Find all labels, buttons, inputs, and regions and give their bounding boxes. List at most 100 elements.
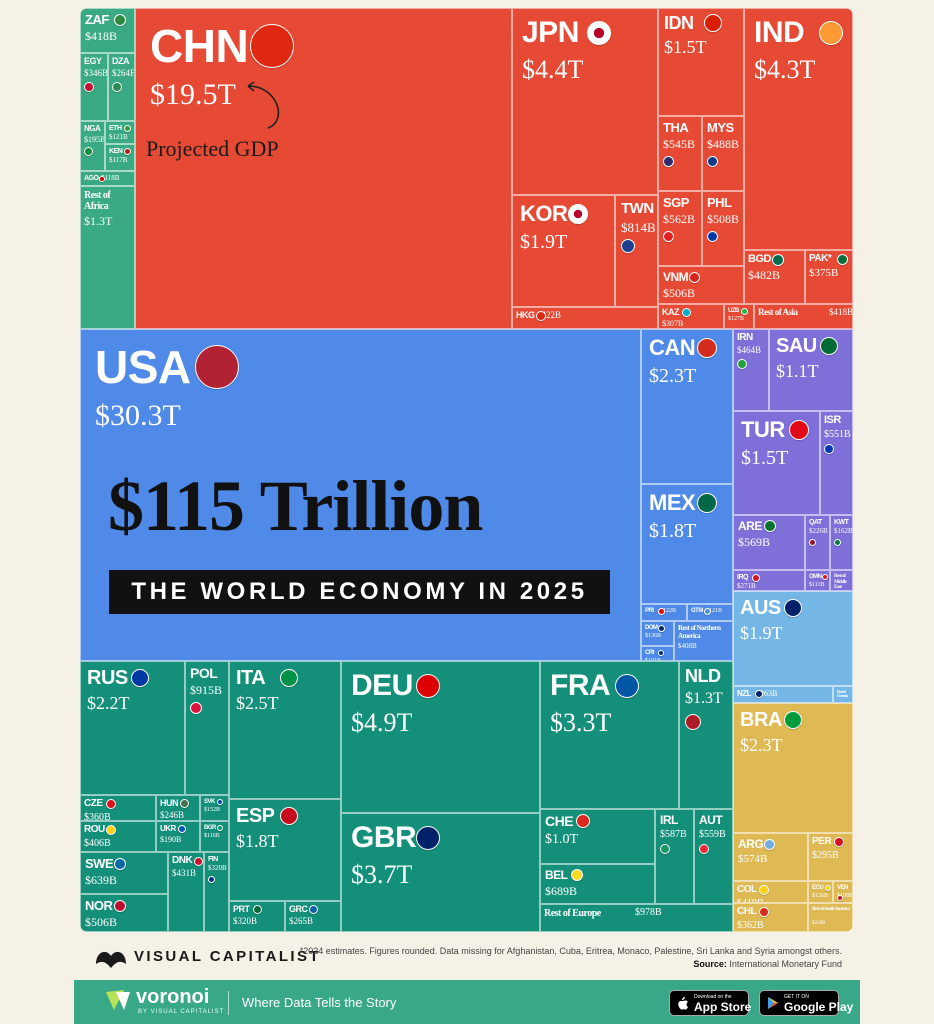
flag-che-icon	[576, 814, 590, 828]
country-value-label: $126B	[812, 893, 829, 899]
country-code-label: QAT	[809, 519, 822, 526]
treemap-cell-hun: HUN $246B	[156, 795, 200, 821]
treemap-cell-rest-of-northern-america: Rest of Northern America $408B	[674, 621, 733, 661]
google-play-button[interactable]: GET IT ON Google Play	[759, 990, 853, 1016]
banner-tagline: Where Data Tells the Story	[242, 995, 397, 1010]
country-code-label: AGO	[84, 175, 99, 182]
country-code-label: UKR	[160, 824, 176, 833]
country-value-label: $2.2T	[87, 693, 130, 713]
country-value-label: $162B	[834, 527, 853, 535]
flag-gtm-icon	[704, 608, 711, 615]
treemap-cell-cze: CZE $360B	[80, 795, 156, 821]
country-code-label: DOM	[645, 625, 658, 631]
country-value-label: $562B	[663, 212, 696, 226]
flag-ecu-icon	[825, 885, 831, 891]
country-value-label: $559B	[699, 829, 726, 840]
country-code-label: TWN	[621, 200, 654, 217]
treemap-cell-kaz: KAZ $307B	[658, 304, 724, 329]
chart-title: $115 Trillion	[108, 466, 483, 546]
flag-ago-icon	[99, 176, 105, 182]
treemap-cell-pol: POL $915B	[185, 661, 229, 795]
country-code-label: UZB	[728, 308, 739, 314]
treemap-cell-aus: AUS $1.9T	[733, 591, 853, 686]
treemap-cell-bra: BRA $2.3T	[733, 703, 853, 833]
voronoi-logo-icon	[106, 990, 130, 1010]
country-value-label: $360B	[84, 812, 111, 821]
treemap-cell-nzl: NZL $263B	[733, 686, 833, 703]
flag-dom-icon	[658, 625, 665, 632]
flag-twn-icon	[621, 239, 635, 253]
country-value-label: $1.8T	[649, 520, 697, 542]
country-value-label: $2.5T	[236, 693, 279, 713]
flag-omn-icon	[822, 574, 828, 580]
treemap-cell-idn: IDN $1.5T	[658, 8, 744, 116]
flag-chn-icon	[250, 24, 294, 68]
flag-jpn-icon	[587, 21, 611, 45]
flag-qat-icon	[809, 539, 816, 546]
treemap-cell-dom: DOM $136B	[641, 621, 674, 646]
country-value-label: $2.3T	[649, 365, 697, 387]
treemap-cell-hkg: HKG $422B	[512, 307, 658, 329]
flag-fin-icon	[208, 876, 215, 883]
treemap: ZAF $418B EGY $346B DZA $264B NGA $195B ETH $121B…	[80, 8, 853, 932]
country-code-label: Rest of Middle East	[834, 574, 847, 590]
country-value-label: $587B	[660, 829, 687, 840]
source-label: Source:	[693, 959, 727, 969]
treemap-cell-phl: PHL $508B	[702, 191, 744, 266]
country-code-label: Rest of South America	[812, 907, 850, 912]
treemap-cell-prt: PRT $320B	[229, 901, 285, 932]
flag-tur-icon	[789, 420, 809, 440]
country-value-label: $1.3T	[685, 690, 723, 707]
country-code-label: RUS	[87, 667, 128, 689]
banner-divider	[228, 991, 229, 1015]
country-code-label: NGA	[84, 124, 101, 133]
country-value-label: $117B	[109, 156, 128, 164]
treemap-cell-uzb: UZB $127B	[724, 304, 754, 329]
treemap-cell-tur: TUR $1.5T	[733, 411, 820, 515]
treemap-cell-rest-of-oceania: Rest of Oceania$41B	[833, 686, 853, 703]
country-code-label: ROU	[84, 824, 105, 835]
country-value-label: $1.9T	[740, 623, 783, 643]
country-value-label: $689B	[545, 884, 578, 898]
treemap-cell-kwt: KWT $162B	[830, 515, 853, 570]
app-store-button[interactable]: Download on the App Store	[669, 990, 751, 1016]
country-code-label: CHN	[150, 20, 249, 72]
country-value-label: $122B	[660, 608, 677, 614]
flag-cze-icon	[106, 799, 116, 809]
treemap-cell-qat: QAT $226B	[805, 515, 830, 570]
source-line: Source: International Monetary Fund	[693, 959, 842, 969]
country-value-label: $19.5T	[150, 78, 236, 111]
treemap-cell-eth: ETH $121B	[105, 121, 135, 144]
country-value-label: $1.9T	[520, 231, 568, 253]
country-value-label: $408B	[678, 642, 697, 650]
country-value-label: $814B	[621, 220, 656, 235]
flag-nld-icon	[685, 714, 701, 730]
treemap-cell-mys: MYS $488B	[702, 116, 744, 191]
treemap-cell-nor: NOR $506B	[80, 894, 168, 932]
country-value-label: $3.7T	[351, 860, 413, 889]
country-value-label: $1.3T	[84, 214, 113, 228]
country-value-label: $320B	[208, 864, 227, 872]
country-value-label: $346B	[84, 68, 108, 78]
country-value-label: $4.4T	[522, 55, 584, 84]
treemap-cell-ven: VEN $108B	[833, 881, 853, 903]
flag-kor-icon	[568, 204, 588, 224]
flag-are-icon	[764, 520, 776, 532]
treemap-cell-ken: KEN $117B	[105, 144, 135, 171]
annotation-arrow	[247, 81, 280, 129]
flag-arg-icon	[764, 839, 775, 850]
voronoi-brand: voronoi	[136, 986, 210, 1008]
treemap-cell-rou: ROU $406B	[80, 821, 156, 852]
country-code-label: DEU	[351, 669, 413, 702]
country-code-label: KOR	[520, 201, 568, 226]
country-code-label: TUR	[741, 417, 785, 442]
country-code-label: CHL	[737, 906, 757, 917]
country-value-label: $3.3T	[550, 708, 612, 737]
country-code-label: ARG	[738, 837, 764, 851]
treemap-cell-ecu: ECU $126B	[808, 881, 833, 903]
treemap-cell-ita: ITA $2.5T	[229, 661, 341, 799]
country-value-label: $218B	[812, 921, 826, 926]
country-code-label: Rest of Oceania	[837, 689, 848, 699]
country-value-label: $1.5T	[741, 447, 789, 469]
country-value-label: $108B	[837, 893, 853, 899]
